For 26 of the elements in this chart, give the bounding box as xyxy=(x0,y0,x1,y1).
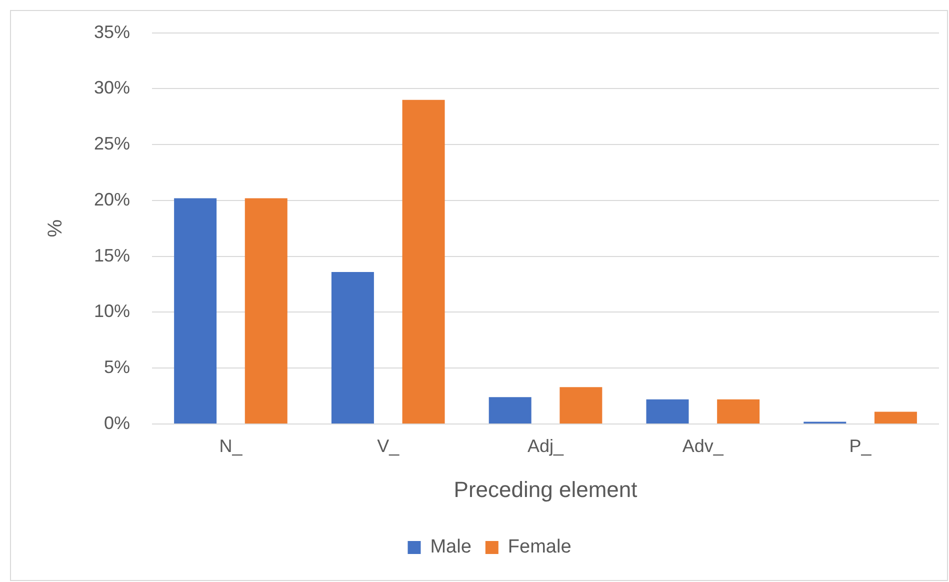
bar xyxy=(244,198,288,424)
bar xyxy=(488,397,532,424)
x-axis-title: Preceding element xyxy=(454,476,638,502)
bar xyxy=(560,387,602,424)
y-axis-title: % xyxy=(44,219,67,238)
bar xyxy=(717,399,760,424)
y-tick-label: 0% xyxy=(104,412,130,433)
bar xyxy=(646,399,689,424)
y-tick-label: 5% xyxy=(104,357,130,378)
legend-label: Male xyxy=(430,536,472,558)
legend-label: Female xyxy=(508,536,572,558)
y-tick-label: 10% xyxy=(94,301,130,322)
y-tick-label: 35% xyxy=(94,22,130,42)
x-tick-label: Adv_ xyxy=(682,436,724,456)
y-tick-label: 30% xyxy=(94,78,130,98)
bar xyxy=(402,100,445,424)
y-tick-label: 15% xyxy=(94,245,130,266)
bar xyxy=(874,412,917,424)
x-tick-label: N_ xyxy=(219,436,244,456)
x-tick-label: P_ xyxy=(849,436,872,456)
x-tick-label: Adj_ xyxy=(528,436,565,456)
x-tick-label: V_ xyxy=(377,436,400,456)
y-tick-label: 25% xyxy=(94,134,130,154)
y-tick-label: 20% xyxy=(94,189,130,210)
bar xyxy=(331,272,374,424)
bar xyxy=(174,198,217,424)
